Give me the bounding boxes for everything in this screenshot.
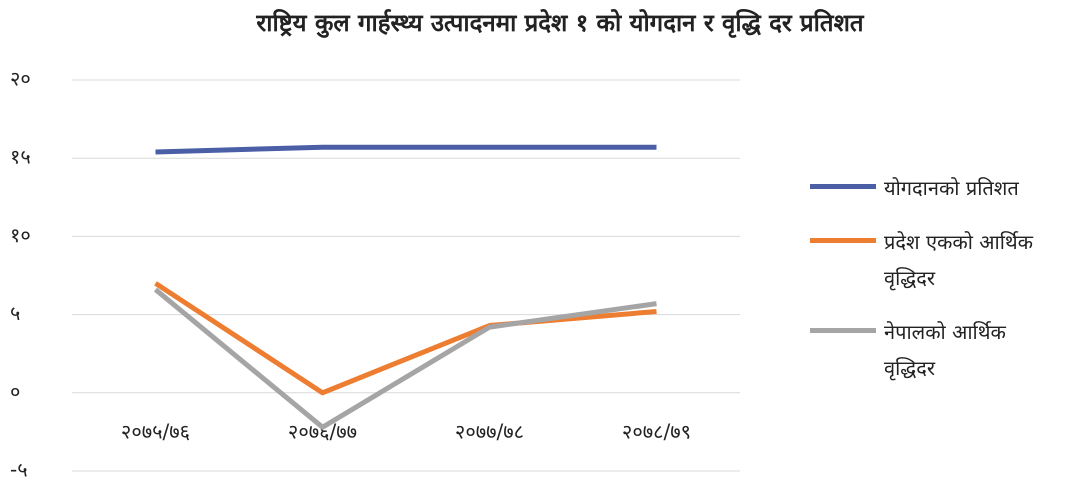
legend-item: नेपालको आर्थिक वृद्धिदर — [810, 314, 1060, 386]
legend-item: योगदानको प्रतिशत — [810, 170, 1060, 206]
legend-swatch — [810, 328, 876, 333]
y-tick-label: ० — [10, 379, 20, 403]
y-tick-label: २० — [10, 67, 31, 91]
series-line — [154, 281, 657, 396]
series-line — [155, 144, 657, 155]
legend: योगदानको प्रतिशत प्रदेश एकको आर्थिक वृद्ध… — [810, 170, 1060, 404]
x-tick-label: २०७७/७८ — [455, 419, 524, 443]
legend-swatch — [810, 184, 876, 189]
x-tick-label: २०७५/७६ — [121, 419, 190, 443]
chart-title: राष्ट्रिय कुल गार्हस्थ्य उत्पादनमा प्रदे… — [255, 9, 864, 38]
legend-label: योगदानको प्रतिशत — [884, 176, 1019, 200]
y-tick-label: ५ — [10, 301, 20, 325]
x-tick-label: २०७६/७७ — [288, 419, 357, 443]
series-line — [153, 287, 657, 430]
y-tick-label: १५ — [10, 145, 31, 169]
x-tick-label: २०७८/७९ — [622, 419, 691, 443]
y-tick-label: १० — [10, 223, 31, 247]
legend-label: प्रदेश एकको आर्थिक वृद्धिदर — [884, 230, 1034, 290]
legend-label: नेपालको आर्थिक वृद्धिदर — [884, 320, 1006, 380]
legend-item: प्रदेश एकको आर्थिक वृद्धिदर — [810, 224, 1060, 296]
legend-swatch — [810, 238, 876, 243]
y-tick-label: -५ — [10, 458, 28, 482]
